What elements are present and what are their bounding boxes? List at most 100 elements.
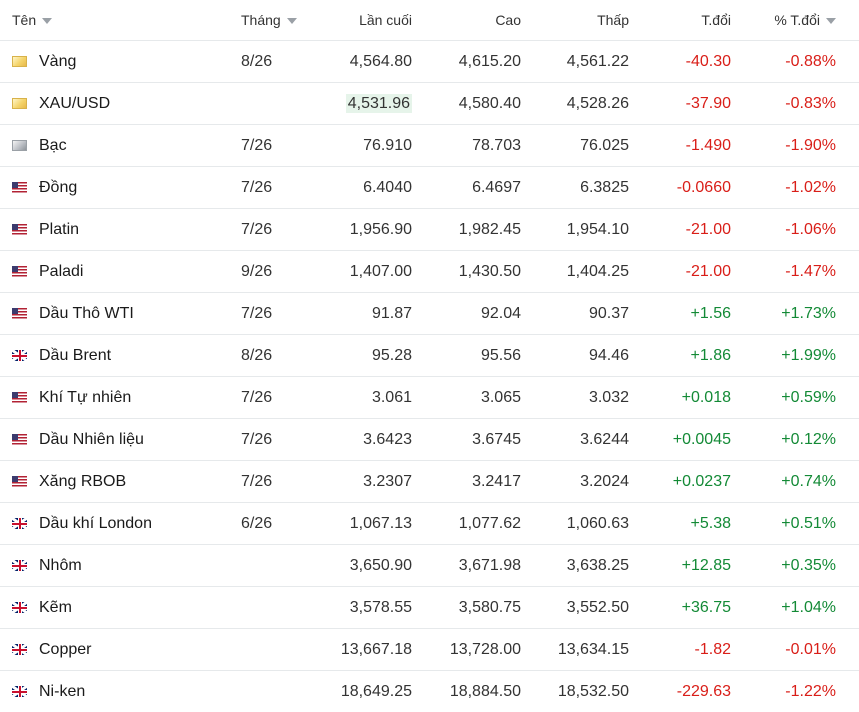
cell-month: 7/26 bbox=[241, 293, 314, 335]
cell-pct-change: +1.04% bbox=[731, 587, 836, 629]
instrument-name-link[interactable]: Ni-ken bbox=[39, 683, 85, 701]
cell-month: 7/26 bbox=[241, 209, 314, 251]
cell-last: 1,956.90 bbox=[314, 209, 412, 251]
cell-high: 3.2417 bbox=[412, 461, 521, 503]
instrument-name-link[interactable]: Copper bbox=[39, 641, 91, 659]
cell-last: 3.6423 bbox=[314, 419, 412, 461]
last-price-value: 4,564.80 bbox=[350, 53, 412, 70]
cell-name: Khí Tự nhiên bbox=[0, 377, 241, 419]
cell-month: 6/26 bbox=[241, 503, 314, 545]
cell-low: 18,532.50 bbox=[521, 671, 629, 712]
instrument-name-link[interactable]: Vàng bbox=[39, 53, 76, 71]
instrument-name-link[interactable]: Xăng RBOB bbox=[39, 473, 126, 491]
instrument-name-link[interactable]: Khí Tự nhiên bbox=[39, 389, 131, 407]
last-price-value: 3.2307 bbox=[363, 473, 412, 490]
cell-high: 1,982.45 bbox=[412, 209, 521, 251]
instrument-name-link[interactable]: Dầu khí London bbox=[39, 515, 152, 533]
instrument-name-link[interactable]: Đồng bbox=[39, 179, 77, 197]
column-header-last[interactable]: Lần cuối bbox=[314, 0, 412, 41]
cell-pct-change: -0.83% bbox=[731, 83, 836, 125]
cell-last: 18,649.25 bbox=[314, 671, 412, 712]
last-price-value: 18,649.25 bbox=[341, 683, 412, 700]
instrument-name-link[interactable]: Nhôm bbox=[39, 557, 82, 575]
column-header-low[interactable]: Thấp bbox=[521, 0, 629, 41]
cell-change: +1.86 bbox=[629, 335, 731, 377]
uk-flag-icon bbox=[12, 602, 27, 613]
cell-pct-change: -1.22% bbox=[731, 671, 836, 712]
cell-pct-change: +1.99% bbox=[731, 335, 836, 377]
cell-month: 7/26 bbox=[241, 167, 314, 209]
cell-month: 7/26 bbox=[241, 419, 314, 461]
cell-last: 95.28 bbox=[314, 335, 412, 377]
last-price-value: 1,067.13 bbox=[350, 515, 412, 532]
instrument-name-link[interactable]: Bạc bbox=[39, 137, 67, 155]
cell-low: 1,954.10 bbox=[521, 209, 629, 251]
cell-low: 1,404.25 bbox=[521, 251, 629, 293]
column-header-name[interactable]: Tên bbox=[0, 0, 241, 41]
instrument-name-link[interactable]: Dầu Brent bbox=[39, 347, 111, 365]
cell-change: +0.018 bbox=[629, 377, 731, 419]
cell-low: 13,634.15 bbox=[521, 629, 629, 671]
cell-high: 3.065 bbox=[412, 377, 521, 419]
cell-change: -40.30 bbox=[629, 41, 731, 83]
column-header-change[interactable]: T.đổi bbox=[629, 0, 731, 41]
cell-name: Dầu Thô WTI bbox=[0, 293, 241, 335]
cell-month: 9/26 bbox=[241, 251, 314, 293]
instrument-name-link[interactable]: Paladi bbox=[39, 263, 83, 281]
instrument-name-link[interactable]: Kẽm bbox=[39, 599, 72, 617]
cell-month bbox=[241, 587, 314, 629]
cell-name: Dầu Brent bbox=[0, 335, 241, 377]
cell-name: Copper bbox=[0, 629, 241, 671]
cell-low: 6.3825 bbox=[521, 167, 629, 209]
cell-low: 90.37 bbox=[521, 293, 629, 335]
cell-change: -1.490 bbox=[629, 125, 731, 167]
instrument-name-link[interactable]: Dầu Nhiên liệu bbox=[39, 431, 144, 449]
column-header-pct-change[interactable]: % T.đổi bbox=[731, 0, 836, 41]
cell-month bbox=[241, 83, 314, 125]
cell-name: Xăng RBOB bbox=[0, 461, 241, 503]
cell-high: 3.6745 bbox=[412, 419, 521, 461]
cell-name: Dầu khí London bbox=[0, 503, 241, 545]
cell-last: 6.4040 bbox=[314, 167, 412, 209]
instrument-name-link[interactable]: Dầu Thô WTI bbox=[39, 305, 134, 323]
cell-last: 3.061 bbox=[314, 377, 412, 419]
instrument-name-link[interactable]: Platin bbox=[39, 221, 79, 239]
column-header-month[interactable]: Tháng bbox=[241, 0, 314, 41]
column-header-high[interactable]: Cao bbox=[412, 0, 521, 41]
uk-flag-icon bbox=[12, 686, 27, 697]
uk-flag-icon bbox=[12, 644, 27, 655]
sort-down-icon[interactable] bbox=[287, 18, 297, 24]
instrument-name-link[interactable]: XAU/USD bbox=[39, 95, 110, 113]
cell-pct-change: +0.35% bbox=[731, 545, 836, 587]
cell-low: 4,528.26 bbox=[521, 83, 629, 125]
us-flag-icon bbox=[12, 266, 27, 277]
sort-down-icon[interactable] bbox=[826, 18, 836, 24]
sort-down-icon[interactable] bbox=[42, 18, 52, 24]
cell-pct-change: +0.74% bbox=[731, 461, 836, 503]
cell-high: 78.703 bbox=[412, 125, 521, 167]
cell-low: 76.025 bbox=[521, 125, 629, 167]
cell-pct-change: -1.06% bbox=[731, 209, 836, 251]
last-price-value: 4,531.96 bbox=[346, 94, 412, 113]
cell-name: Đồng bbox=[0, 167, 241, 209]
cell-change: -1.82 bbox=[629, 629, 731, 671]
uk-flag-icon bbox=[12, 518, 27, 529]
cell-last: 1,067.13 bbox=[314, 503, 412, 545]
